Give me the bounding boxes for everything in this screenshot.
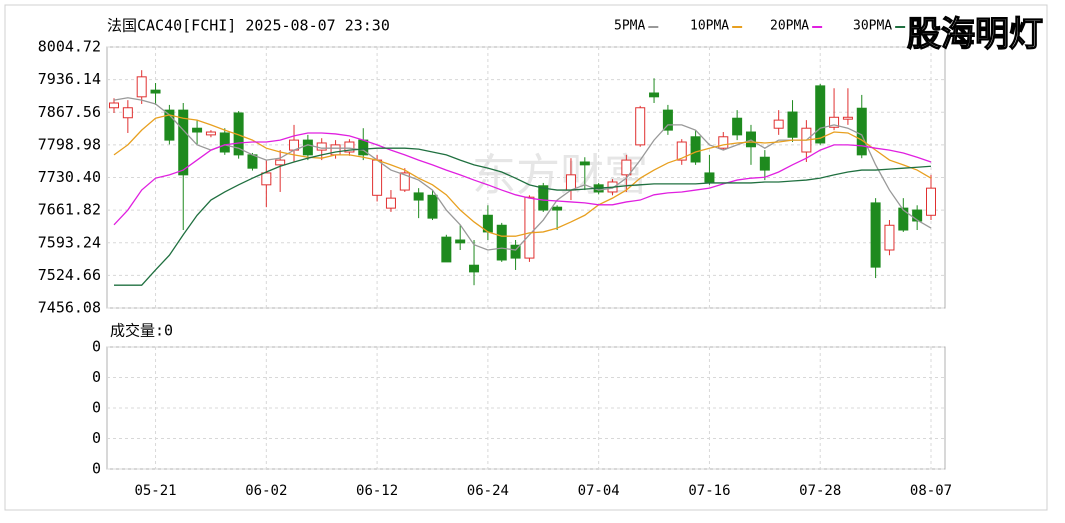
candle-body bbox=[469, 264, 480, 273]
candle-body bbox=[898, 207, 909, 231]
candle-body bbox=[316, 142, 327, 151]
candle-body bbox=[136, 76, 147, 98]
volume-tick-label: 0 bbox=[92, 460, 101, 478]
x-tick-label: 07-28 bbox=[799, 483, 841, 499]
volume-tick-label: 0 bbox=[92, 338, 101, 356]
candle-body bbox=[192, 127, 203, 133]
candle-body bbox=[676, 141, 687, 161]
candle-body bbox=[842, 116, 853, 120]
volume-tick-label: 0 bbox=[92, 399, 101, 417]
candle-body bbox=[109, 102, 119, 109]
y-tick-label: 8004.72 bbox=[38, 38, 101, 56]
candle-body bbox=[718, 136, 729, 149]
candle-body bbox=[344, 141, 355, 153]
y-tick-label: 7593.24 bbox=[38, 233, 101, 251]
candle-body bbox=[385, 197, 396, 209]
candle-body bbox=[745, 131, 756, 148]
candle-body bbox=[164, 109, 175, 141]
ma-line bbox=[113, 132, 932, 226]
candle-body bbox=[427, 194, 438, 219]
candle-body bbox=[524, 196, 535, 259]
legend-label: 5PMA bbox=[614, 19, 645, 34]
y-tick-label: 7867.56 bbox=[38, 103, 101, 121]
candle-body bbox=[773, 119, 784, 129]
candle-body bbox=[552, 206, 563, 211]
candle-body bbox=[635, 107, 646, 146]
candle-body bbox=[690, 136, 701, 163]
legend-label: 20PMA bbox=[770, 19, 809, 34]
x-tick-label: 06-12 bbox=[356, 483, 398, 499]
candle-body bbox=[122, 107, 133, 119]
y-tick-label: 7456.08 bbox=[38, 299, 101, 317]
y-tick-label: 7798.98 bbox=[38, 135, 101, 153]
candle-body bbox=[579, 161, 590, 166]
candle-body bbox=[413, 192, 424, 201]
candle-body bbox=[815, 85, 826, 144]
candle-body bbox=[330, 144, 341, 156]
frame bbox=[4, 4, 1048, 511]
candle-body bbox=[399, 172, 410, 191]
candle-body bbox=[926, 187, 936, 216]
candle-body bbox=[870, 202, 881, 268]
candle-body bbox=[275, 159, 286, 166]
candle-body bbox=[732, 117, 743, 136]
candle-body bbox=[496, 224, 507, 261]
candle-body bbox=[856, 107, 867, 156]
candle-body bbox=[205, 131, 216, 136]
candle-body bbox=[247, 154, 258, 169]
candle-body bbox=[884, 224, 895, 251]
watermark: 东方财富 bbox=[472, 150, 648, 201]
x-tick-label: 06-02 bbox=[245, 483, 287, 499]
volume-panel bbox=[106, 346, 946, 470]
candle-body bbox=[538, 185, 549, 211]
chart-title: 法国CAC40[FCHI] 2025-08-07 23:30 bbox=[107, 17, 390, 35]
volume-tick-label: 0 bbox=[92, 429, 101, 447]
ma-line bbox=[114, 147, 932, 286]
candle-body bbox=[912, 209, 923, 222]
legend-label: 10PMA bbox=[690, 19, 729, 34]
y-tick-label: 7524.66 bbox=[38, 266, 101, 284]
ma-line bbox=[113, 114, 932, 237]
y-tick-label: 7661.82 bbox=[38, 201, 101, 219]
candle-body bbox=[759, 156, 770, 171]
candle-body bbox=[178, 109, 189, 176]
x-tick-label: 07-04 bbox=[578, 483, 620, 499]
candle-body bbox=[649, 92, 660, 98]
y-tick-label: 7730.40 bbox=[38, 168, 101, 186]
candle-body bbox=[219, 132, 230, 153]
candle-body bbox=[787, 111, 798, 138]
candle-body bbox=[302, 139, 313, 156]
candle-body bbox=[621, 159, 632, 176]
candle-body bbox=[261, 172, 272, 186]
candle-body bbox=[704, 172, 715, 183]
y-tick-label: 7936.14 bbox=[38, 70, 101, 88]
x-tick-label: 06-24 bbox=[467, 483, 509, 499]
candle-body bbox=[510, 244, 521, 259]
candle-body bbox=[441, 236, 452, 263]
x-tick-label: 05-21 bbox=[134, 483, 176, 499]
candle-body bbox=[662, 109, 673, 131]
candle-body bbox=[150, 89, 161, 94]
volume-label: 成交量:0 bbox=[110, 322, 173, 340]
logo: 股海明灯 bbox=[907, 15, 1043, 55]
candle-body bbox=[565, 174, 576, 191]
x-tick-label: 08-07 bbox=[910, 483, 952, 499]
x-tick-label: 07-16 bbox=[688, 483, 730, 499]
candle-body bbox=[455, 239, 466, 244]
volume-tick-label: 0 bbox=[92, 368, 101, 386]
candle-body bbox=[372, 159, 383, 196]
legend-label: 30PMA bbox=[853, 19, 892, 34]
candle-body bbox=[829, 116, 840, 128]
